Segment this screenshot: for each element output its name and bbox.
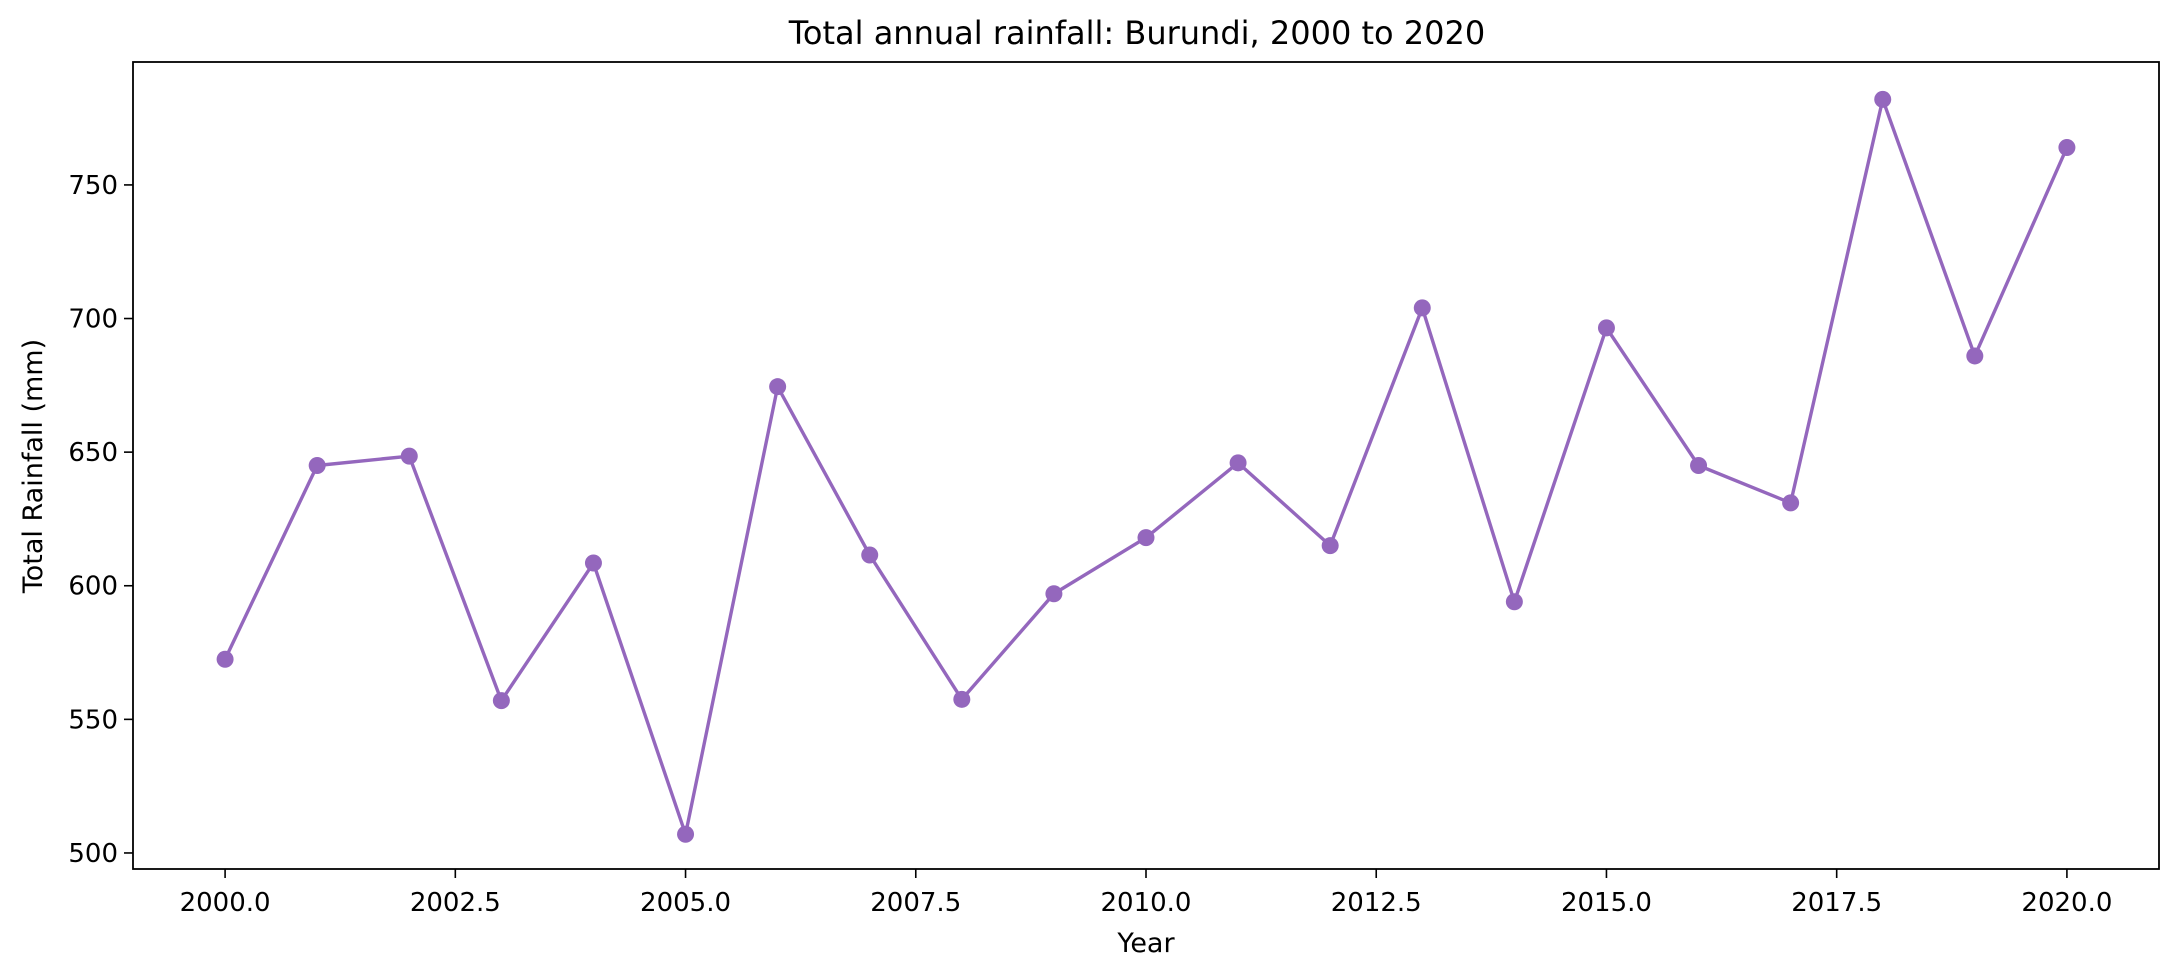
data-point bbox=[308, 457, 326, 474]
plot-frame bbox=[132, 61, 2160, 870]
data-point bbox=[677, 825, 695, 843]
data-point bbox=[216, 650, 234, 668]
data-point bbox=[1413, 299, 1431, 317]
series-group bbox=[216, 90, 2076, 843]
x-axis-ticks: 2000.0 2002.5 2005.0 2007.5 2010.0 2012.5 2015… bbox=[180, 869, 2112, 918]
data-point bbox=[1137, 529, 1155, 547]
x-axis-label: Year bbox=[1116, 928, 1175, 959]
x-tick-label: 2020.0 bbox=[2021, 888, 2112, 918]
y-tick-label: 700 bbox=[68, 305, 118, 335]
data-point bbox=[769, 378, 787, 396]
data-point bbox=[584, 554, 602, 572]
x-tick-label: 2010.0 bbox=[1101, 888, 1192, 918]
x-tick-label: 2005.0 bbox=[640, 888, 731, 918]
y-tick-label: 600 bbox=[68, 572, 118, 602]
y-tick-label: 550 bbox=[68, 705, 118, 735]
y-tick-label: 750 bbox=[68, 171, 118, 201]
y-axis-label: Total Rainfall (mm) bbox=[18, 339, 49, 594]
data-point bbox=[492, 692, 510, 710]
x-tick-label: 2007.5 bbox=[870, 888, 961, 918]
x-tick-label: 2012.5 bbox=[1331, 888, 1422, 918]
data-point bbox=[1321, 537, 1339, 555]
x-tick-label: 2017.5 bbox=[1791, 888, 1882, 918]
data-point bbox=[1229, 454, 1247, 472]
data-point bbox=[1966, 347, 1984, 365]
x-tick-label: 2015.0 bbox=[1561, 888, 1652, 918]
data-point bbox=[861, 546, 879, 564]
series-line bbox=[223, 97, 2069, 836]
x-tick-label: 2002.5 bbox=[410, 888, 501, 918]
data-point bbox=[1597, 319, 1615, 337]
data-point bbox=[400, 447, 418, 465]
data-point bbox=[953, 690, 971, 708]
data-point bbox=[1874, 90, 1892, 108]
y-tick-label: 650 bbox=[68, 438, 118, 468]
data-point bbox=[1782, 494, 1800, 512]
data-point bbox=[2058, 139, 2076, 157]
data-point bbox=[1045, 585, 1063, 603]
y-tick-label: 500 bbox=[68, 839, 118, 869]
x-tick-label: 2000.0 bbox=[180, 888, 271, 918]
data-point bbox=[1505, 593, 1523, 611]
data-point bbox=[1690, 457, 1708, 474]
y-axis-ticks: 500 550 600 650 700 750 bbox=[68, 171, 133, 869]
chart-title: Total annual rainfall: Burundi, 2000 to … bbox=[788, 14, 1485, 52]
